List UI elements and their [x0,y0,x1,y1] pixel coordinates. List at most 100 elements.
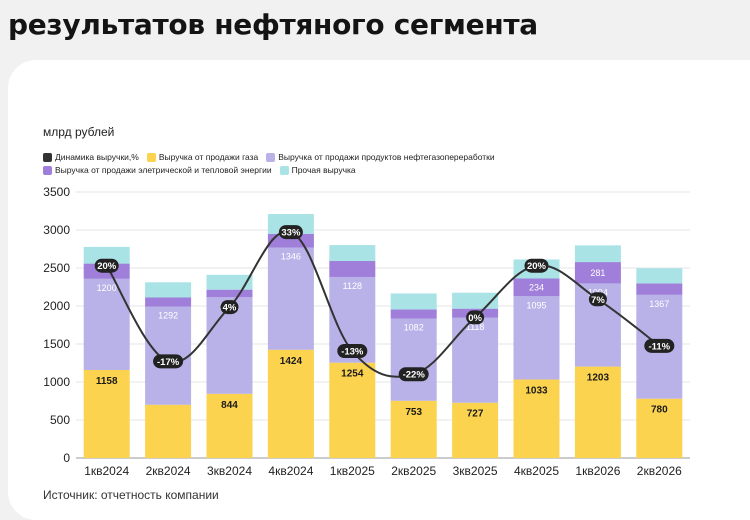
bar-segment-gas [83,369,130,458]
legend-swatch-electric [43,165,52,175]
growth-value-label: -17% [157,357,180,368]
growth-point-marker [588,292,607,307]
y-tick-label: 1500 [43,337,70,351]
y-tick-label: 3000 [43,223,70,237]
bar-segment-other [329,245,376,262]
bar-value-label: 1033 [525,385,548,396]
x-tick-label: 2кв2024 [146,464,191,478]
bar-value-label: 844 [221,400,238,411]
bar-value-label: 281 [590,268,605,278]
bar-segment-other [390,293,437,310]
bar-segment-gas [513,379,560,458]
source-note: Источник: отчетность компании [43,488,219,502]
growth-value-label: -22% [403,370,426,381]
x-tick-label: 4кв2024 [268,464,313,478]
bar-value-label: 234 [529,282,544,292]
growth-line [105,230,660,378]
growth-point-marker [94,258,119,273]
growth-point-marker [466,310,485,325]
y-tick-label: 2500 [43,261,70,275]
bar-value-label: 1367 [649,299,669,309]
x-tick-label: 1кв2026 [575,464,620,478]
bar-segment-processing [390,318,437,401]
legend-item-electric: Выручка от продажи элетрической и теплов… [43,165,272,175]
bar-segment-gas [329,362,376,458]
bar-segment-gas [145,404,192,458]
chart-card [8,60,750,520]
bar-segment-other [636,268,683,284]
growth-value-label: 20% [527,261,547,272]
bar-value-label: 1200 [97,283,117,293]
legend-row-2: Выручка от продажи элетрической и теплов… [43,165,364,175]
bar-value-label: 1346 [281,251,301,261]
x-tick-label: 1кв2024 [84,464,129,478]
legend-swatch-growth [43,152,52,162]
bar-segment-other [267,214,314,234]
bar-value-label: 1292 [158,311,178,321]
legend-swatch-gas [146,152,156,162]
bar-value-label: 727 [467,409,484,420]
revenue-chart: 0 500 1000 1500 2000 2500 3000 3500 1158 1200 1кв2… [43,185,690,478]
bar-value-label: 1424 [280,356,303,367]
legend-item-growth: Динамика выручки,% [43,152,139,162]
legend-swatch-other [279,165,289,175]
legend-label-electric: Выручка от продажи элетрической и теплов… [55,165,272,175]
bar-value-label: 1254 [341,369,364,380]
x-tick-label: 3кв2025 [453,464,498,478]
y-tick-label: 3500 [43,185,70,199]
growth-value-label: 20% [97,261,117,272]
bar-segment-gas [574,366,621,458]
bar-segment-electric [390,309,437,319]
bar-segment-electric [145,297,192,307]
legend-item-gas: Выручка от продажи газа [146,152,259,162]
y-tick-label: 1000 [43,375,70,389]
x-tick-label: 2кв2025 [391,464,436,478]
growth-point-marker [220,300,239,315]
bar-segment-electric [574,262,621,284]
bar-value-label: 1203 [587,373,610,384]
legend-item-processing: Выручка от продажи продуктов нефтегазопе… [266,152,495,162]
bar-segment-electric [206,289,253,298]
legend-row-1: Динамика выручки,% Выручка от продажи га… [43,152,503,162]
y-tick-label: 0 [63,451,70,465]
bar-value-label: 1095 [526,300,546,310]
y-unit-label: млрд рублей [43,125,115,139]
bar-segment-processing [267,247,314,350]
growth-value-label: 0% [468,313,482,324]
y-tick-label: 500 [50,413,70,427]
bar-segment-other [83,246,130,264]
bar-segment-gas [390,400,437,458]
bar-segment-electric [513,278,560,297]
growth-point-marker [398,367,429,382]
growth-value-label: 33% [281,228,301,239]
page-title: результатов нефтяного сегмента [8,8,538,41]
y-tick-label: 2000 [43,299,70,313]
bar-segment-electric [329,261,376,277]
growth-point-marker [644,338,675,353]
growth-point-marker [278,225,303,240]
legend-label-growth: Динамика выручки,% [55,152,139,162]
growth-point-marker [153,354,184,369]
bar-segment-gas [452,402,499,458]
legend-item-other: Прочая выручка [279,165,356,175]
bar-segment-electric [636,283,683,295]
legend-label-processing: Выручка от продажи продуктов нефтегазопе… [278,152,495,162]
legend-label-gas: Выручка от продажи газа [158,152,259,162]
growth-point-marker [337,343,368,358]
growth-value-label: -13% [341,346,364,357]
growth-value-label: -11% [648,341,670,352]
legend-swatch-processing [266,152,276,162]
bar-value-label: 780 [651,405,668,416]
bar-segment-processing [513,296,560,380]
bar-value-label: 1118 [466,322,485,332]
bar-value-label: 1128 [343,281,362,291]
bar-value-label: 1082 [404,323,424,333]
legend-label-other: Прочая выручка [291,165,356,175]
bar-value-label: 1158 [96,376,118,387]
x-tick-label: 3кв2024 [207,464,252,478]
bar-segment-gas [206,393,253,458]
bar-segment-gas [636,398,683,458]
bar-segment-other [145,282,192,298]
bar-segment-other [574,245,621,263]
growth-value-label: 4% [223,303,237,314]
